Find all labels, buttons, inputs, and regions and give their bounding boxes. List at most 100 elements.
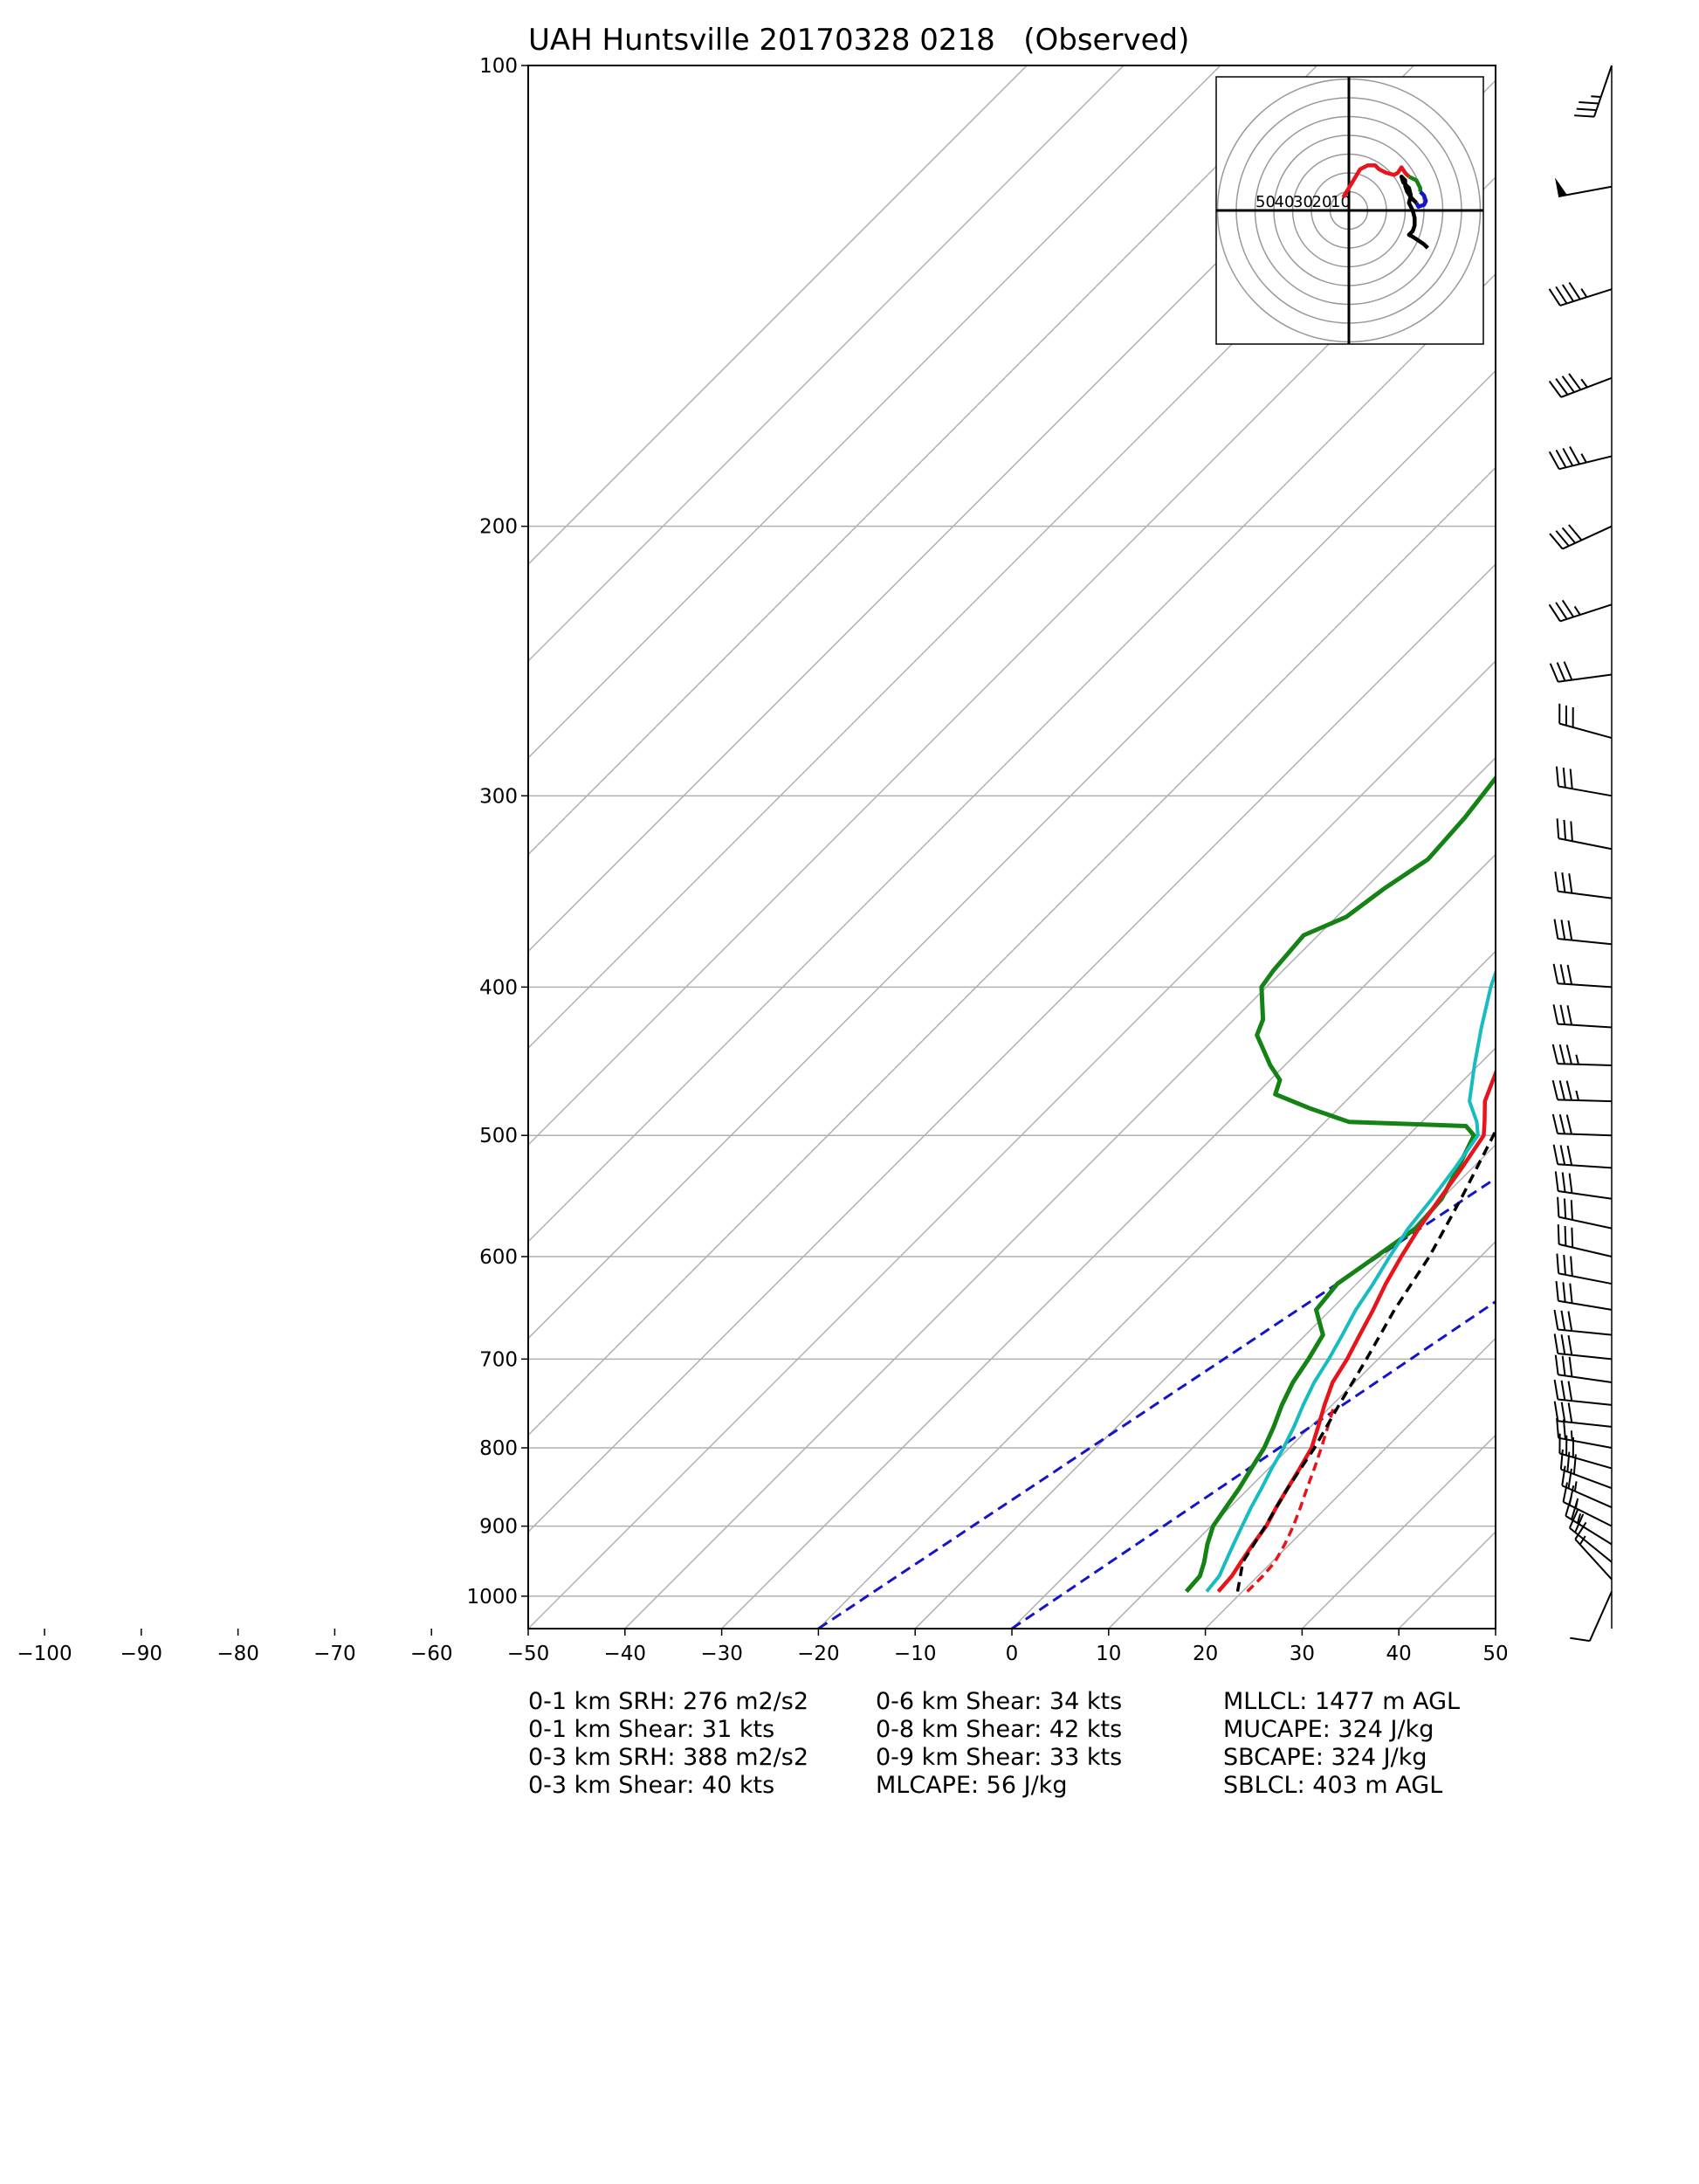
ytick-label-600: 600: [479, 1246, 518, 1269]
barb-full: [1567, 920, 1573, 940]
isotherm--150: [528, 65, 1125, 663]
barb-full: [1570, 821, 1573, 842]
hodo-segment-0-1km: [1341, 163, 1411, 199]
barb-full: [1569, 1283, 1573, 1304]
barb-shaft: [1558, 785, 1613, 797]
stats-column-1: 0-1 km SRH: 276 m2/s2 0-1 km Shear: 31 k…: [528, 1688, 808, 1800]
barb-full: [1555, 766, 1559, 787]
barb-shaft: [1558, 1299, 1613, 1311]
barb-full: [1568, 524, 1583, 541]
barb-half: [1580, 378, 1588, 389]
barb-shaft: [1558, 1374, 1613, 1384]
hodo-segment-3-6km: [1414, 189, 1428, 209]
xtick-label--90: −90: [120, 1643, 163, 1665]
ytick-label-100: 100: [479, 55, 518, 78]
wind-barb-120: [1555, 177, 1613, 197]
barb-full: [1555, 530, 1570, 547]
barb-full: [1555, 449, 1567, 468]
wind-barb-180: [1548, 446, 1613, 471]
barb-shaft: [1558, 1023, 1613, 1029]
barb-full: [1568, 373, 1582, 390]
wind-barb-993: [1570, 1591, 1613, 1643]
barb-half: [1573, 605, 1581, 616]
xtick-label-50: 50: [1482, 1643, 1508, 1665]
barb-half: [1579, 1535, 1586, 1546]
barb-half: [1575, 1054, 1579, 1065]
wind-barbs: [1548, 65, 1613, 1643]
reference-line-1: [1011, 1299, 1496, 1629]
wind-barb-550: [1554, 1171, 1613, 1200]
barb-full: [1566, 1005, 1573, 1025]
stat-shear-0-6: 0-6 km Shear: 34 kts: [876, 1688, 1123, 1715]
barb-shaft: [1569, 1526, 1613, 1563]
barb-shaft: [1558, 1420, 1613, 1428]
barb-full: [1561, 1465, 1566, 1486]
barb-full: [1555, 286, 1568, 305]
xtick-label--60: −60: [410, 1643, 453, 1665]
barb-full: [1568, 1509, 1579, 1529]
barb-full: [1558, 1113, 1566, 1134]
wind-barb-275: [1558, 703, 1613, 740]
wind-barb-160: [1548, 373, 1613, 398]
barb-shaft: [1558, 1243, 1613, 1257]
barb-full: [1574, 114, 1594, 118]
barb-full: [1565, 1044, 1572, 1064]
barb-full: [1553, 1401, 1559, 1422]
ytick-label-200: 200: [479, 516, 518, 539]
barb-full: [1567, 1468, 1572, 1489]
isotherm--40: [624, 756, 1496, 1629]
barb-full: [1567, 1381, 1573, 1402]
barb-half: [1580, 288, 1588, 298]
barb-full: [1565, 1496, 1572, 1517]
stat-sblcl: SBLCL: 403 m AGL: [1223, 1772, 1443, 1799]
barb-shaft: [1558, 982, 1613, 989]
barb-full: [1548, 603, 1561, 622]
barb-full: [1563, 819, 1567, 840]
barb-shaft: [1574, 1539, 1613, 1581]
xtick-label--10: −10: [894, 1643, 937, 1665]
xtick-label--70: −70: [313, 1643, 356, 1665]
xtick-label--40: −40: [604, 1643, 647, 1665]
barb-shaft: [1558, 722, 1613, 740]
isotherm--60: [528, 563, 1496, 1533]
barb-full: [1565, 1114, 1572, 1134]
ytick-label-800: 800: [479, 1437, 518, 1460]
hodo-segment-6-12km: [1399, 175, 1429, 250]
wind-barb-350: [1554, 872, 1613, 899]
barb-full: [1560, 1380, 1566, 1401]
wind-barb-300: [1555, 766, 1613, 797]
wind-barb-575: [1557, 1196, 1613, 1230]
wind-barb-975: [1574, 1521, 1613, 1581]
barb-full: [1556, 1417, 1560, 1438]
hodo-ring-label-10: 10: [1331, 193, 1351, 211]
xtick-label-30: 30: [1290, 1643, 1315, 1665]
wind-barb-425: [1552, 1004, 1613, 1029]
stats-column-2: 0-6 km Shear: 34 kts 0-8 km Shear: 42 kt…: [876, 1688, 1122, 1800]
ytick-label-300: 300: [479, 785, 518, 808]
isotherm-0: [1011, 1143, 1496, 1629]
barb-full: [1562, 768, 1566, 788]
wind-barb-875: [1561, 1465, 1613, 1509]
barb-shaft: [1558, 185, 1613, 197]
barb-full: [1549, 663, 1559, 683]
barb-full: [1556, 662, 1566, 682]
barb-full: [1566, 1451, 1571, 1472]
wind-barb-725: [1554, 1354, 1613, 1384]
isotherm-10: [1108, 1240, 1496, 1629]
barb-half: [1575, 1090, 1579, 1101]
barb-full: [1565, 1080, 1572, 1101]
hodo-ring-label-50: 50: [1255, 193, 1276, 211]
barb-shaft: [1563, 1501, 1613, 1527]
barb-full: [1561, 1172, 1566, 1193]
isotherm--130: [528, 65, 1318, 856]
isotherm--50: [528, 659, 1496, 1629]
barb-full: [1567, 1402, 1573, 1423]
barb-full: [1564, 1225, 1567, 1246]
barb-full: [1561, 872, 1566, 892]
barb-full: [1553, 1309, 1559, 1330]
wind-barb-500: [1551, 1113, 1613, 1137]
barb-half: [1576, 1513, 1582, 1524]
barb-full: [1559, 1004, 1566, 1025]
